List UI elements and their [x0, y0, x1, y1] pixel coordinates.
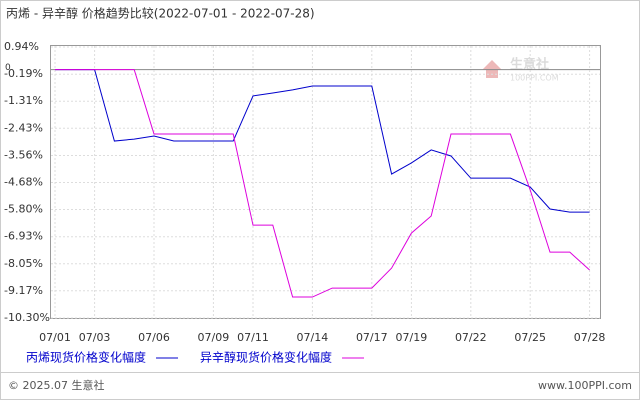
y-tick-label: -10.30%	[4, 311, 50, 324]
x-tick-label: 07/22	[455, 331, 487, 344]
footer-right: www.100PPI.com	[538, 379, 632, 392]
watermark: 生意社 100PPI.COM	[482, 57, 559, 83]
y-tick-label: -4.68%	[4, 176, 43, 189]
x-tick-label: 07/11	[237, 331, 269, 344]
footer-left: © 2025.07 生意社	[8, 378, 104, 392]
zero-label: 0	[5, 63, 11, 73]
y-tick-label: -3.56%	[4, 148, 43, 161]
x-tick-label: 07/01	[39, 331, 71, 344]
x-tick-label: 07/25	[514, 331, 546, 344]
watermark-name: 生意社	[510, 57, 549, 73]
x-tick-label: 07/28	[574, 331, 606, 344]
x-tick-label: 07/19	[396, 331, 428, 344]
y-tick-label: -9.17%	[4, 284, 43, 297]
y-tick-label: -0.19%	[4, 67, 43, 80]
watermark-site: 100PPI.COM	[510, 74, 559, 83]
x-tick-label: 07/17	[356, 331, 388, 344]
legend-label: 异辛醇现货价格变化幅度	[200, 350, 332, 365]
y-tick-label: 0.94%	[4, 40, 39, 53]
plot-area	[50, 45, 601, 319]
x-tick-label: 07/06	[138, 331, 170, 344]
watermark-icon	[482, 60, 502, 78]
y-tick-label: -6.93%	[4, 230, 43, 243]
chart-title: 丙烯 - 异辛醇 价格趋势比较(2022-07-01 - 2022-07-28)	[6, 6, 315, 21]
y-tick-label: -2.43%	[4, 121, 43, 134]
series-line	[55, 69, 590, 298]
y-tick-label: -8.05%	[4, 257, 43, 270]
x-tick-label: 07/03	[79, 331, 111, 344]
y-tick-label: -5.80%	[4, 203, 43, 216]
x-tick-label: 07/09	[198, 331, 230, 344]
series-line	[55, 69, 590, 213]
legend-label: 丙烯现货价格变化幅度	[26, 350, 146, 365]
y-tick-label: -1.31%	[4, 94, 43, 107]
x-tick-label: 07/14	[297, 331, 329, 344]
